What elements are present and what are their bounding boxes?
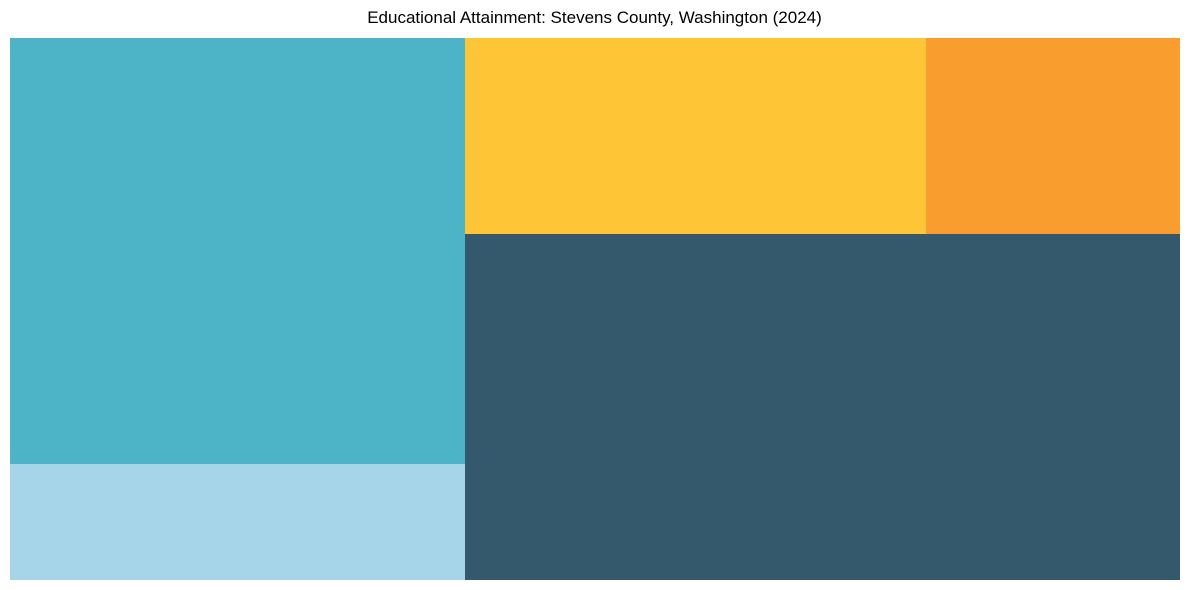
- chart-title: Educational Attainment: Stevens County, …: [367, 8, 822, 27]
- treemap-segment-teal[interactable]: [10, 38, 465, 464]
- treemap-segment-light-blue[interactable]: [10, 464, 465, 580]
- treemap-segment-orange[interactable]: [926, 38, 1180, 234]
- treemap-segment-yellow[interactable]: [465, 38, 926, 234]
- treemap-segment-dark-slate[interactable]: [465, 234, 1180, 580]
